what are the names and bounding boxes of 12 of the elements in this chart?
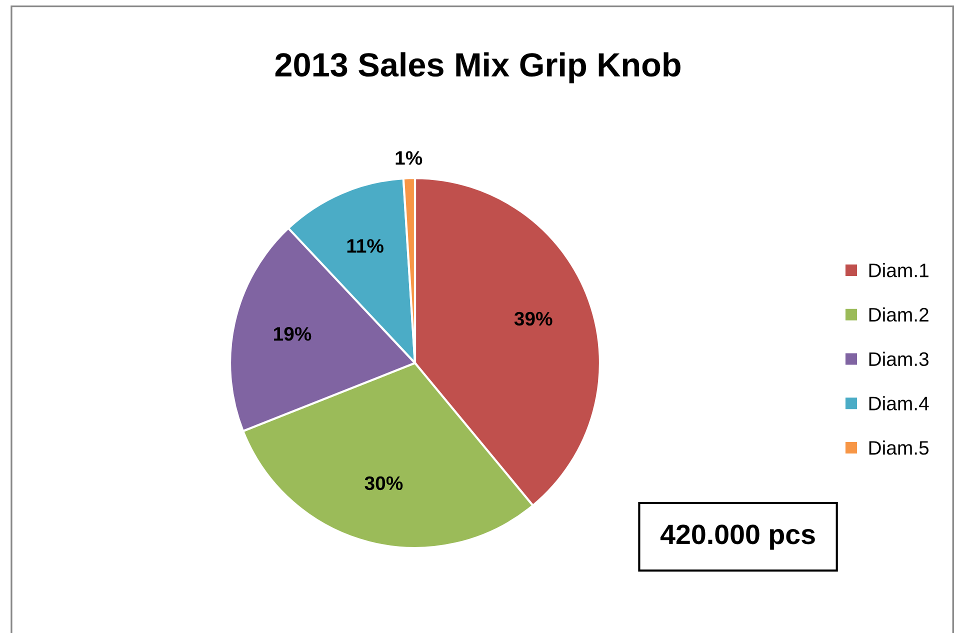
- data-label: 1%: [396, 151, 422, 165]
- data-label: 19%: [274, 327, 312, 341]
- data-label: 11%: [347, 239, 384, 253]
- legend-label: Diam.5: [869, 440, 929, 455]
- chart-title: 2013 Sales Mix Grip Knob: [275, 52, 680, 84]
- text: 420.000 pcs: [660, 524, 815, 550]
- data-label: 30%: [364, 476, 403, 490]
- data-label: 39%: [514, 312, 552, 326]
- legend-label: Diam.2: [869, 307, 928, 322]
- legend-label: Diam.4: [869, 396, 929, 410]
- legend-label: Diam.1: [869, 262, 928, 278]
- legend-label: Diam.3: [869, 352, 929, 366]
